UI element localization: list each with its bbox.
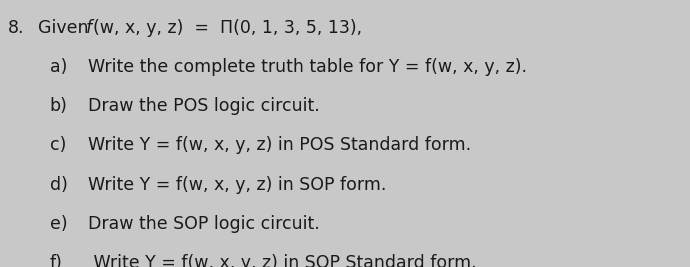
Text: e): e)	[50, 215, 68, 233]
Text: f): f)	[50, 254, 63, 267]
Text: Write Y = f(w, x, y, z) in SOP form.: Write Y = f(w, x, y, z) in SOP form.	[77, 176, 386, 194]
Text: Write Y = f(w, x, y, z) in SOP Standard form.: Write Y = f(w, x, y, z) in SOP Standard …	[77, 254, 477, 267]
Text: Given: Given	[38, 19, 94, 37]
Text: Draw the POS logic circuit.: Draw the POS logic circuit.	[77, 97, 320, 115]
Text: f: f	[86, 19, 92, 37]
Text: (w, x, y, z)  =  Π(0, 1, 3, 5, 13),: (w, x, y, z) = Π(0, 1, 3, 5, 13),	[93, 19, 362, 37]
Text: b): b)	[50, 97, 68, 115]
Text: d): d)	[50, 176, 68, 194]
Text: Write the complete truth table for Y = f(w, x, y, z).: Write the complete truth table for Y = f…	[77, 58, 527, 76]
Text: Write Y = f(w, x, y, z) in POS Standard form.: Write Y = f(w, x, y, z) in POS Standard …	[77, 136, 471, 154]
Text: c): c)	[50, 136, 66, 154]
Text: a): a)	[50, 58, 67, 76]
Text: Draw the SOP logic circuit.: Draw the SOP logic circuit.	[77, 215, 320, 233]
Text: 8.: 8.	[8, 19, 25, 37]
